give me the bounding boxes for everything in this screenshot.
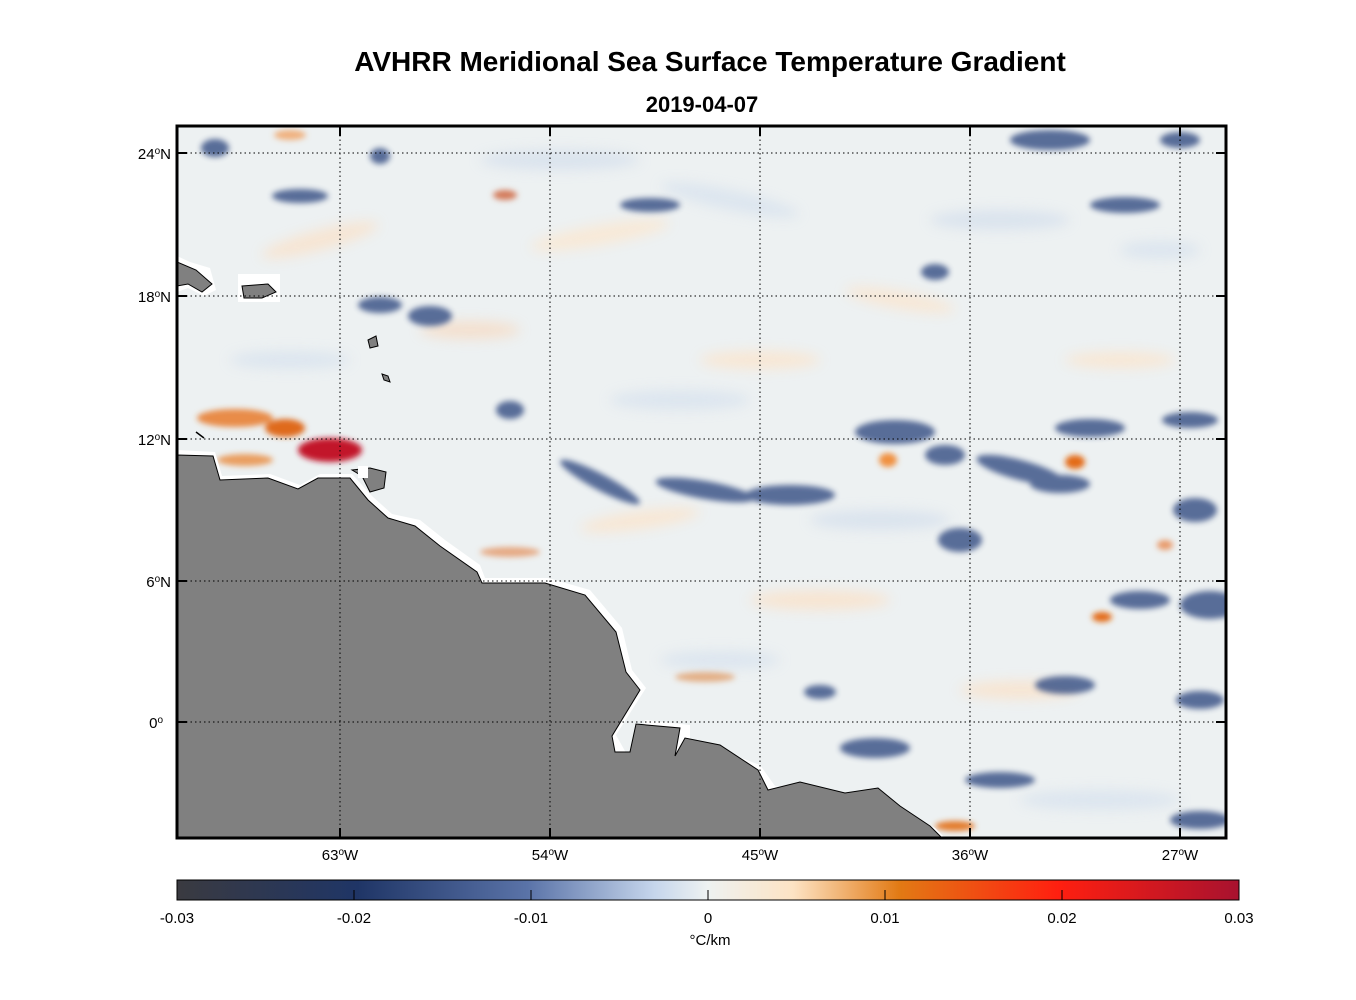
map-date: 2019-04-07 bbox=[645, 92, 759, 117]
south-america-land bbox=[177, 450, 945, 838]
lat-label-3: 6oN bbox=[146, 574, 171, 592]
colorbar-tick-0: -0.03 bbox=[160, 910, 194, 927]
lat-label-0: 24oN bbox=[138, 146, 171, 164]
lat-label-2: 12oN bbox=[138, 432, 171, 450]
lon-label-1: 54oW bbox=[532, 847, 569, 865]
colorbar-tick-1: -0.02 bbox=[337, 910, 371, 927]
lon-label-3: 36oW bbox=[952, 847, 989, 865]
colorbar-tick-5: 0.02 bbox=[1047, 910, 1076, 927]
latitude-labels: 24oN 18oN 12oN 6oN 0o bbox=[138, 146, 171, 733]
colorbar-units: °C/km bbox=[689, 932, 731, 949]
colorbar-tick-3: 0 bbox=[704, 910, 712, 927]
colorbar: -0.03 -0.02 -0.01 0 0.01 0.02 0.03 bbox=[160, 879, 1254, 927]
lon-label-2: 45oW bbox=[742, 847, 779, 865]
longitude-labels: 63oW 54oW 45oW 36oW 27oW bbox=[322, 847, 1199, 865]
caribbean-islands bbox=[177, 256, 391, 439]
lon-label-4: 27oW bbox=[1162, 847, 1199, 865]
sst-gradient-field bbox=[177, 126, 1226, 838]
graticule bbox=[177, 126, 1226, 838]
map-title: AVHRR Meridional Sea Surface Temperature… bbox=[354, 46, 1066, 77]
colorbar-tick-2: -0.01 bbox=[514, 910, 548, 927]
lat-label-1: 18oN bbox=[138, 289, 171, 307]
map-frame bbox=[175, 124, 1228, 840]
lon-label-0: 63oW bbox=[322, 847, 359, 865]
colorbar-tick-6: 0.03 bbox=[1224, 910, 1253, 927]
colorbar-tick-4: 0.01 bbox=[870, 910, 899, 927]
lat-label-4: 0o bbox=[149, 715, 163, 733]
